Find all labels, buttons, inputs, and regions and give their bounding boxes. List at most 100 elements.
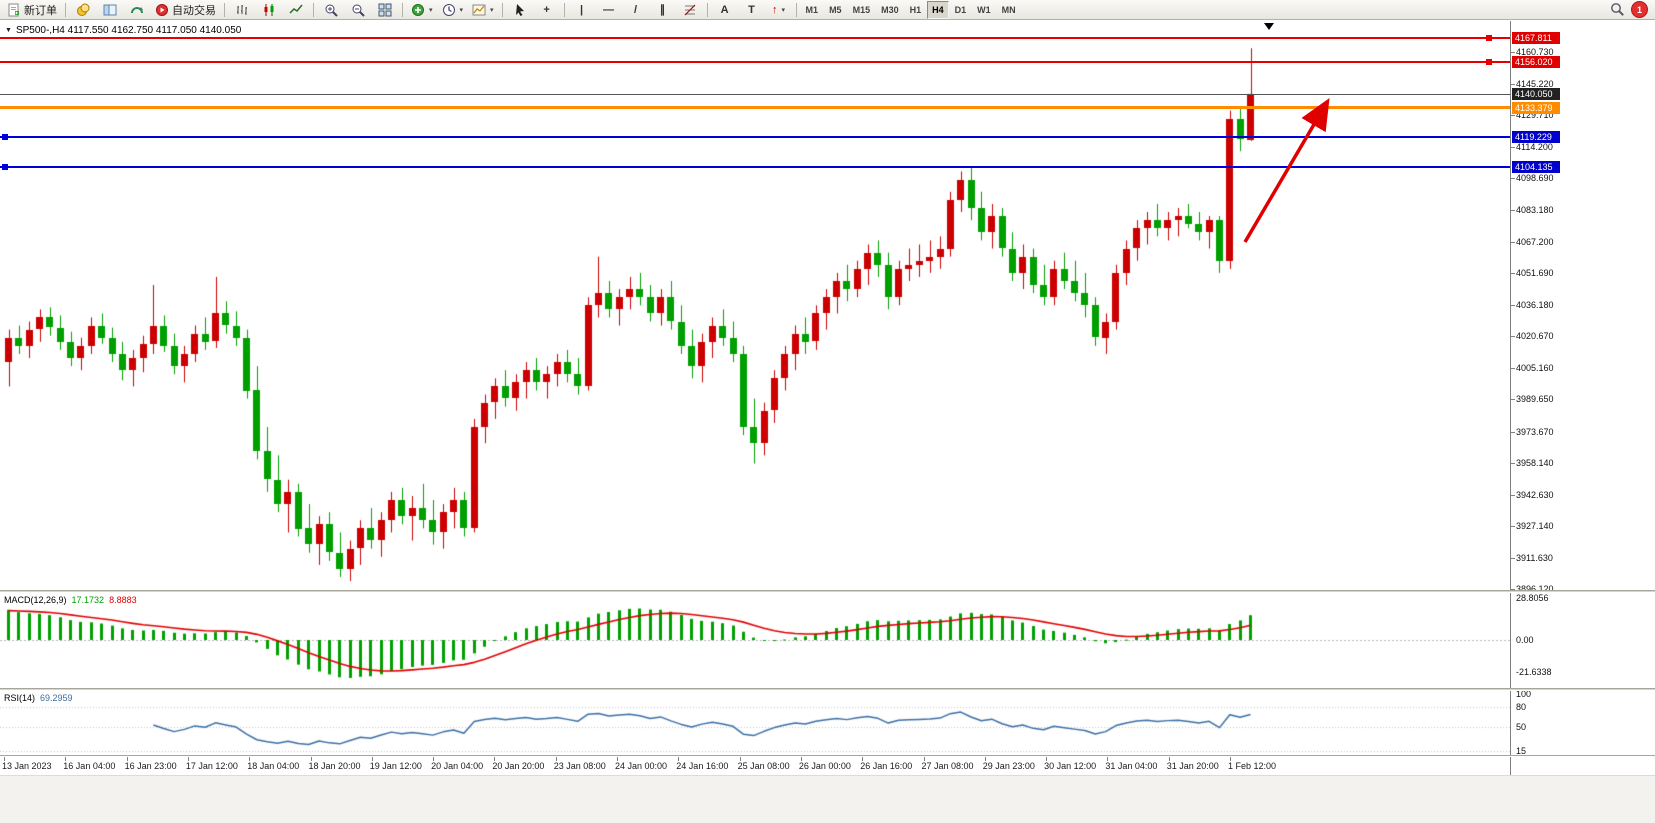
pane-separator[interactable] — [0, 688, 1655, 691]
periods-button[interactable]: ▾ — [438, 0, 468, 20]
axis-tick-mark — [1511, 367, 1515, 369]
main-chart-pane: ▼ SP500-,H4 4117.550 4162.750 4117.050 4… — [0, 21, 1510, 590]
crosshair-icon: + — [543, 3, 550, 16]
level-handle[interactable] — [1486, 35, 1492, 41]
fibonacci-tool-button[interactable] — [677, 0, 703, 20]
tile-windows-icon — [378, 3, 392, 17]
axis-tick-mark — [1511, 526, 1515, 528]
bar-chart-button[interactable] — [229, 0, 255, 20]
chart-title-text: SP500-,H4 4117.550 4162.750 4117.050 414… — [15, 25, 242, 36]
timeframe-m5[interactable]: M5 — [829, 4, 842, 15]
time-tick-label: 24 Jan 00:00 — [615, 761, 668, 771]
line-chart-button[interactable] — [283, 0, 309, 20]
tile-windows-button[interactable] — [372, 0, 398, 20]
timeframe-m15[interactable]: M15 — [852, 4, 871, 15]
zoom-in-button[interactable] — [318, 0, 344, 20]
price-tick-label: 3927.140 — [1516, 521, 1554, 532]
time-tick-mark — [984, 757, 986, 761]
price-tick-label: 3896.120 — [1516, 583, 1554, 594]
price-tick-label: 3911.630 — [1516, 552, 1553, 563]
timeframe-h1[interactable]: H1 — [909, 4, 922, 15]
terminal-button[interactable] — [124, 0, 150, 20]
price-tick-label: 4098.690 — [1516, 173, 1554, 184]
templates-button[interactable]: ▾ — [468, 0, 498, 20]
new-order-button[interactable]: 新订单 — [3, 0, 61, 20]
timeframe-mn[interactable]: MN — [1001, 4, 1016, 15]
price-axis[interactable]: 4167.811 4156.020 4140.050 4133.379 4119.229… — [1510, 21, 1655, 775]
macd-label: MACD(12,26,9) — [4, 595, 67, 605]
search-icon[interactable] — [1610, 2, 1625, 17]
chart-shift-marker[interactable] — [1264, 23, 1274, 30]
time-tick-mark — [310, 757, 312, 761]
level-line-4119.229[interactable] — [0, 135, 1510, 138]
navigator-button[interactable] — [97, 0, 123, 20]
notification-badge[interactable]: 1 — [1631, 1, 1648, 18]
zoom-out-button[interactable] — [345, 0, 371, 20]
horizontal-line-tool-button[interactable]: — — [596, 0, 622, 20]
timeframe-w1[interactable]: W1 — [977, 4, 991, 15]
time-tick-mark — [739, 757, 741, 761]
price-tick-label: 3958.140 — [1516, 458, 1554, 469]
time-tick-mark — [433, 757, 435, 761]
trendline-icon: / — [634, 3, 638, 16]
price-badge-4119.229: 4119.229 — [1512, 130, 1560, 143]
rsi-canvas[interactable] — [0, 691, 1510, 755]
collapse-icon[interactable]: ▼ — [5, 27, 12, 34]
terminal-icon — [130, 3, 144, 17]
autotrade-icon — [155, 3, 169, 17]
level-line-4140.050[interactable] — [0, 93, 1510, 95]
macd-main-value: 17.1732 — [71, 595, 105, 605]
text-tool-button[interactable]: A — [712, 0, 738, 20]
new-order-icon — [7, 3, 21, 17]
vertical-line-tool-button[interactable]: | — [569, 0, 595, 20]
candlestick-chart-icon — [262, 3, 276, 17]
label-tool-button[interactable]: T — [739, 0, 765, 20]
toolbar-separator — [706, 2, 708, 17]
autotrade-button[interactable]: 自动交易 — [151, 0, 220, 20]
rsi-pane: RSI(14) 69.2959 — [0, 691, 1510, 755]
channel-tool-button[interactable]: ∥ — [650, 0, 676, 20]
trendline-tool-button[interactable]: / — [623, 0, 649, 20]
indicators-button[interactable]: ▾ — [407, 0, 437, 20]
price-tick-label: 4145.220 — [1516, 78, 1554, 89]
market-watch-button[interactable] — [70, 0, 96, 20]
time-tick-mark — [678, 757, 680, 761]
templates-icon — [472, 3, 486, 17]
market-watch-icon — [76, 3, 90, 17]
time-tick-label: 18 Jan 04:00 — [247, 761, 300, 771]
macd-pane: MACD(12,26,9) 17.1732 8.8883 — [0, 593, 1510, 688]
macd-axis-label: 0.00 — [1516, 635, 1534, 645]
axis-tick-mark — [1511, 336, 1515, 338]
crosshair-tool-button[interactable]: + — [534, 0, 560, 20]
level-handle[interactable] — [2, 164, 8, 171]
level-handle[interactable] — [1486, 58, 1492, 65]
time-axis[interactable]: 13 Jan 2023 16 Jan 04:00 16 Jan 23:00 17 Ja… — [0, 757, 1510, 775]
time-tick-label: 24 Jan 16:00 — [676, 761, 729, 771]
pane-separator[interactable] — [0, 590, 1655, 593]
level-handle[interactable] — [2, 133, 8, 140]
arrows-tool-button[interactable]: ↑ ▾ — [766, 0, 792, 20]
timeframe-h4[interactable]: H4 — [927, 0, 949, 19]
price-tick-label: 3989.650 — [1516, 394, 1554, 405]
macd-signal-value: 8.8883 — [109, 595, 137, 605]
level-line-4156.020[interactable] — [0, 60, 1510, 63]
axis-tick-mark — [1511, 273, 1515, 275]
arrow-shape-icon: ↑ — [772, 3, 778, 16]
price-tick-label: 3973.670 — [1516, 426, 1554, 437]
level-line-4104.135[interactable] — [0, 166, 1510, 169]
axis-tick-mark — [1511, 209, 1515, 211]
price-tick-label: 4020.670 — [1516, 331, 1554, 342]
level-line-4167.811[interactable] — [0, 37, 1510, 39]
timeframe-d1[interactable]: D1 — [954, 4, 967, 15]
axis-tick-mark — [1511, 557, 1515, 559]
cursor-tool-button[interactable] — [507, 0, 533, 20]
axis-tick-mark — [1511, 588, 1515, 590]
timeframe-m30[interactable]: M30 — [881, 4, 899, 15]
price-badge-4104.135: 4104.135 — [1512, 161, 1560, 174]
timeframe-m1[interactable]: M1 — [805, 4, 819, 15]
candlestick-chart-button[interactable] — [256, 0, 282, 20]
level-line-4133.379[interactable] — [0, 106, 1510, 110]
macd-canvas[interactable] — [0, 593, 1510, 688]
pane-separator[interactable] — [0, 755, 1655, 757]
time-tick-label: 13 Jan 2023 — [2, 761, 52, 771]
